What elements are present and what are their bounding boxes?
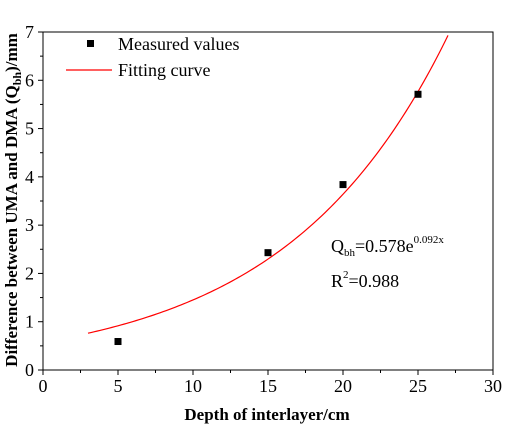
legend: Measured values Fitting curve — [66, 34, 239, 80]
r2-val: =0.988 — [349, 271, 400, 291]
y-tick-label: 4 — [25, 167, 34, 187]
x-tick-label: 20 — [334, 376, 352, 396]
plot-border — [42, 31, 494, 371]
r2-sup: 2 — [343, 269, 349, 281]
eq-mid: =0.578e — [355, 236, 414, 256]
y-tick-label: 7 — [25, 22, 34, 42]
y-tick-label: 6 — [25, 70, 34, 90]
eq-sub: bh — [344, 247, 356, 259]
legend-label-measured: Measured values — [118, 34, 239, 54]
measured-point — [339, 181, 347, 189]
plot-area — [42, 31, 494, 371]
measured-point — [114, 338, 122, 346]
y-tick-label: 5 — [25, 119, 34, 139]
x-tick-label: 5 — [114, 376, 123, 396]
x-tick-label: 10 — [184, 376, 202, 396]
eq-sup: 0.092x — [414, 234, 445, 246]
x-axis-ticks: 0 5 10 15 20 25 30 — [39, 370, 502, 396]
y-axis-title: Difference between UMA and DMA (Qbh)/mm — [2, 33, 24, 367]
measured-points-layer — [114, 90, 422, 346]
x-axis-title: Depth of interlayer/cm — [184, 405, 349, 424]
x-tick-label: 15 — [259, 376, 277, 396]
fitting-curve-layer — [87, 35, 449, 334]
y-title-sub: bh — [10, 72, 24, 86]
legend-label-fitting: Fitting curve — [118, 60, 211, 80]
y-tick-label: 0 — [25, 360, 34, 380]
y-tick-label: 2 — [25, 263, 34, 283]
x-tick-label: 0 — [39, 376, 48, 396]
measured-point — [414, 90, 422, 98]
equation-annotation: Qbh=0.578e0.092x — [331, 234, 444, 259]
x-tick-label: 30 — [484, 376, 502, 396]
eq-q: Q — [331, 236, 344, 256]
y-tick-label: 1 — [25, 312, 34, 332]
y-axis-ticks: 0 1 2 3 4 5 6 7 — [25, 22, 43, 380]
x-tick-label: 25 — [409, 376, 427, 396]
y-title-suffix: )/mm — [2, 33, 21, 72]
r-squared-annotation: R2=0.988 — [331, 269, 399, 291]
y-tick-label: 3 — [25, 215, 34, 235]
fitting-curve — [87, 35, 449, 334]
y-title-prefix: Difference between UMA and DMA (Q — [2, 85, 21, 367]
r2-r: R — [331, 271, 343, 291]
measured-point — [264, 249, 272, 257]
legend-marker-measured — [87, 40, 94, 47]
